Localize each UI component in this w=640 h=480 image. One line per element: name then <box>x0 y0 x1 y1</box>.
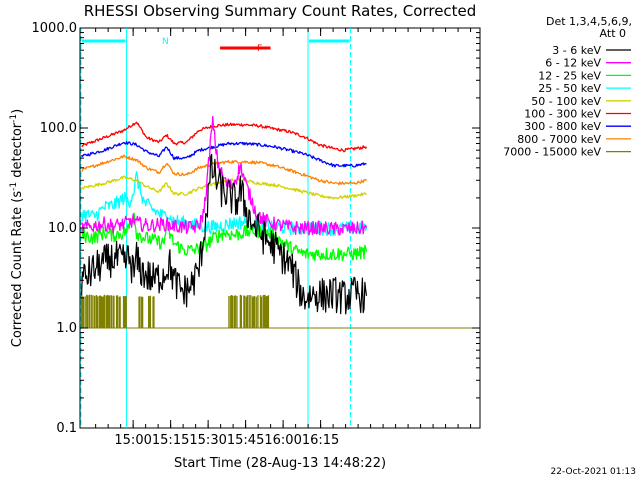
y-tick-label-2: 10.0 <box>48 221 77 236</box>
x-tick-label-2: 15:30 <box>189 433 226 448</box>
series-line-2 <box>81 154 367 186</box>
flare-label: F <box>257 44 262 54</box>
y-tick-label-4: 0.1 <box>56 421 77 436</box>
y-tick-label-0: 1000.0 <box>32 21 78 36</box>
legend-entry-label-8: 7000 - 15000 keV <box>503 146 601 159</box>
series-line-1 <box>81 140 367 168</box>
series-noise-8-1 <box>138 295 155 328</box>
y-tick-label-1: 100.0 <box>40 121 77 136</box>
legend-entry-label-1: 6 - 12 keV <box>545 57 601 70</box>
night-label: N <box>162 37 169 47</box>
legend-entry-label-0: 3 - 6 keV <box>552 44 601 57</box>
y-axis-label: Corrected Count Rate (s-1 detector-1) <box>9 109 25 347</box>
x-tick-label-3: 15:45 <box>227 433 264 448</box>
series-noise-8-2 <box>228 294 270 328</box>
legend-entry-label-7: 800 - 7000 keV <box>517 133 601 146</box>
legend-entry-label-6: 300 - 800 keV <box>524 120 601 133</box>
series-line-3 <box>81 175 367 200</box>
legend-entry-label-2: 12 - 25 keV <box>538 69 601 82</box>
series-line-7 <box>81 153 368 315</box>
footer-date: 22-Oct-2021 01:13 <box>551 467 636 477</box>
x-axis-label: Start Time (28-Aug-13 14:48:22) <box>174 456 386 471</box>
chart-title: RHESSI Observing Summary Count Rates, Co… <box>84 2 477 20</box>
x-tick-label-0: 15:00 <box>114 433 151 448</box>
data-series <box>80 115 480 329</box>
legend-header-1: Det 1,3,4,5,6,9, <box>546 15 632 28</box>
legend-header-2: Att 0 <box>600 27 626 40</box>
series-line-6 <box>81 115 368 236</box>
x-tick-label-5: 16:15 <box>302 433 339 448</box>
x-axis-ticks: 15:00 15:15 15:30 15:45 16:00 16:15 <box>95 28 472 448</box>
legend-entry-label-4: 50 - 100 keV <box>531 95 601 108</box>
series-line-5 <box>80 212 368 262</box>
y-axis-ticks: 1000.0 100.0 10.0 1.0 0.1 <box>32 21 480 436</box>
legend-entry-label-5: 100 - 300 keV <box>524 108 601 121</box>
series-noise-8-0 <box>80 294 127 328</box>
x-tick-label-1: 15:15 <box>152 433 189 448</box>
y-tick-label-3: 1.0 <box>56 321 77 336</box>
x-tick-label-4: 16:00 <box>264 433 301 448</box>
series-line-0 <box>81 121 368 153</box>
legend-entry-label-3: 25 - 50 keV <box>538 82 601 95</box>
